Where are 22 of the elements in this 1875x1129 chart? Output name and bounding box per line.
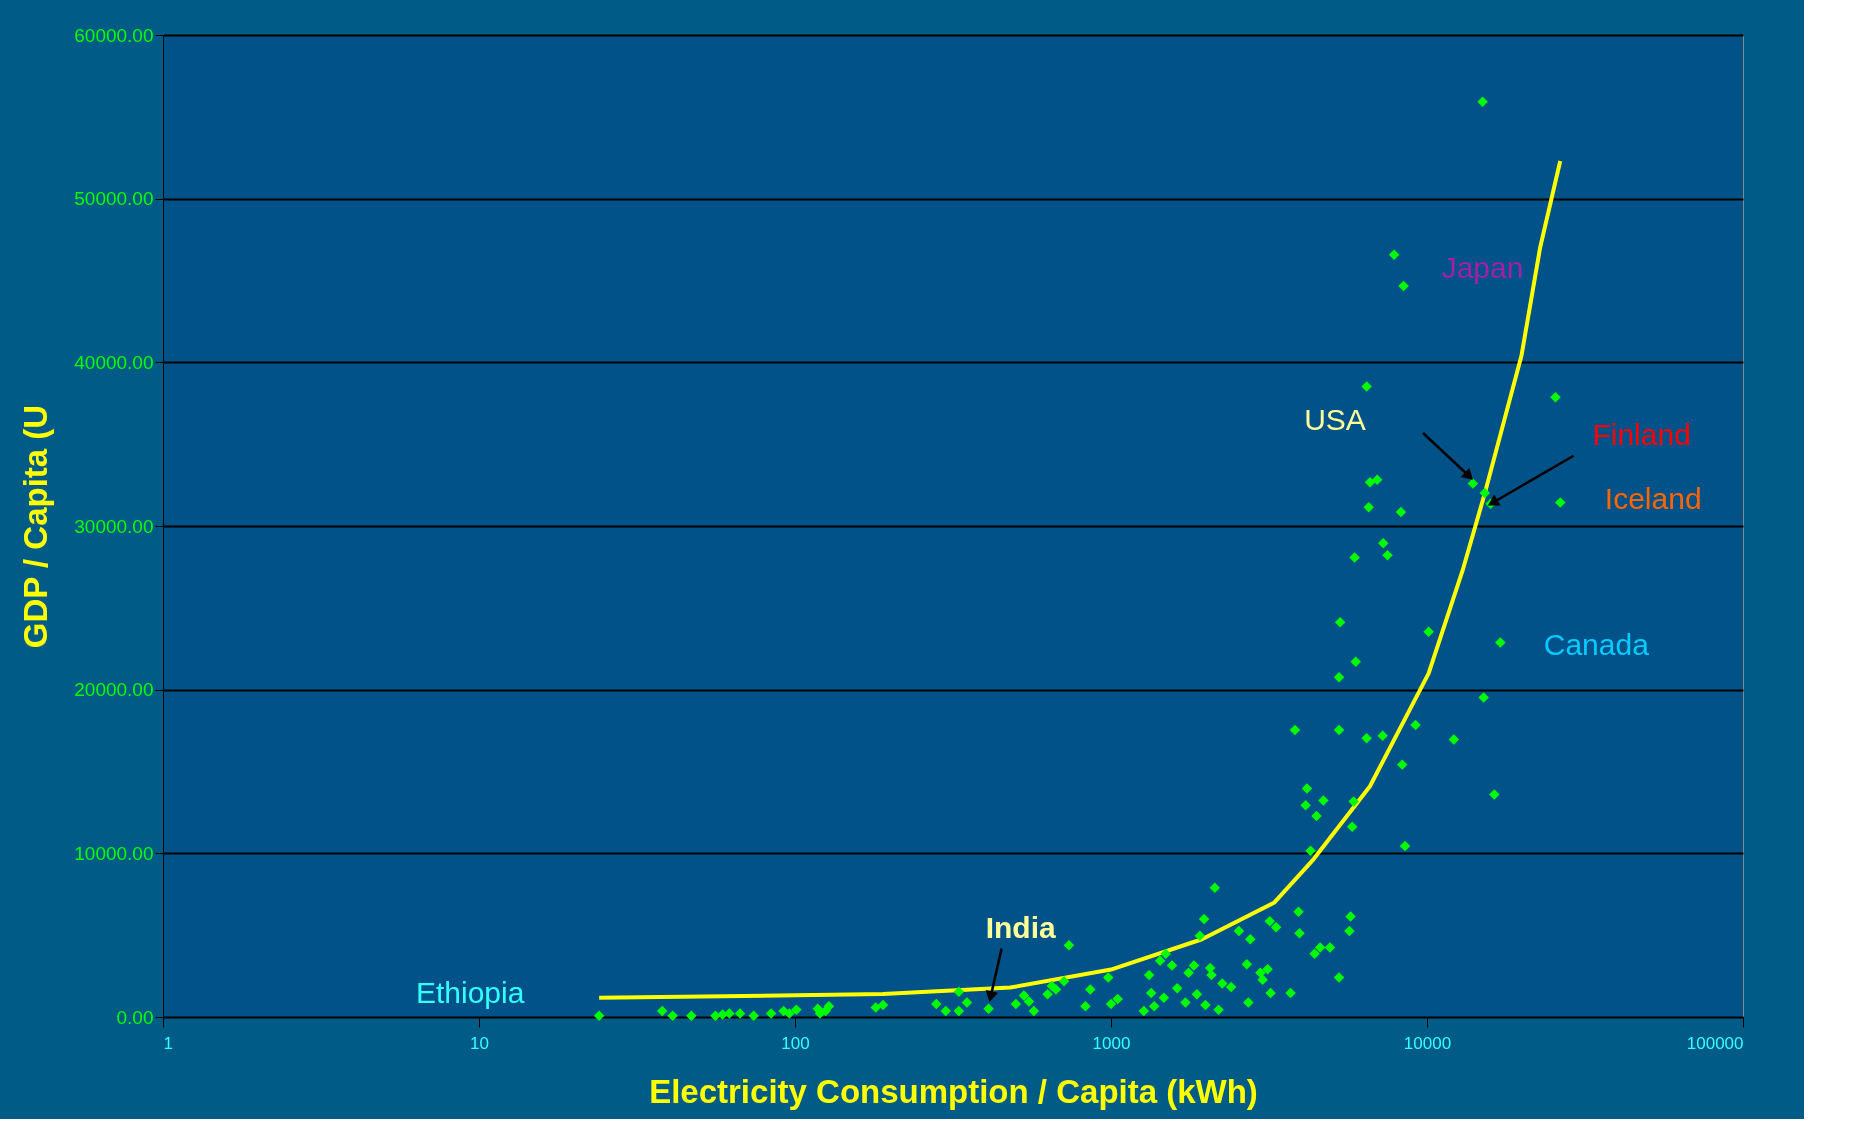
annotation: Finland bbox=[1592, 417, 1691, 451]
annotation: Ethiopia bbox=[415, 975, 525, 1009]
y-axis-title: GDP / Capita (U bbox=[17, 404, 55, 649]
annotation: Japan bbox=[1441, 251, 1524, 285]
x-tick-label: 100 bbox=[781, 1033, 810, 1053]
y-tick-label: 40000.00 bbox=[74, 351, 154, 373]
y-tick-label: 60000.00 bbox=[74, 24, 154, 46]
y-tick-label: 10000.00 bbox=[74, 842, 154, 864]
x-tick-label: 100000 bbox=[1686, 1033, 1744, 1053]
y-tick-label: 0.00 bbox=[116, 1006, 154, 1028]
x-tick-label: 10 bbox=[470, 1033, 489, 1053]
y-tick-label: 50000.00 bbox=[74, 188, 154, 210]
y-tick-label: 20000.00 bbox=[74, 679, 154, 701]
x-axis-title: Electricity Consumption / Capita (kWh) bbox=[649, 1072, 1258, 1110]
annotation: Iceland bbox=[1604, 481, 1702, 515]
annotation: USA bbox=[1304, 403, 1366, 436]
x-tick-label: 10000 bbox=[1403, 1033, 1452, 1053]
annotation: India bbox=[985, 910, 1056, 944]
y-tick-label: 30000.00 bbox=[74, 515, 154, 537]
x-tick-label: 1000 bbox=[1092, 1033, 1131, 1053]
annotation: Canada bbox=[1543, 627, 1650, 661]
x-tick-label: 1 bbox=[163, 1033, 173, 1053]
